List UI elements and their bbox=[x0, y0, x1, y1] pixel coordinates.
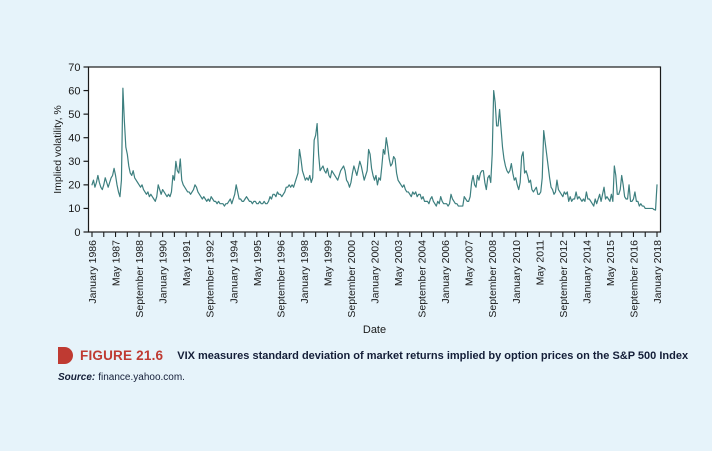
y-tick-label: 0 bbox=[74, 227, 80, 239]
x-tick-label: January 1990 bbox=[158, 240, 170, 304]
x-tick-label: September 1992 bbox=[205, 240, 217, 318]
x-tick-label: January 2002 bbox=[370, 240, 382, 304]
y-tick-label: 30 bbox=[68, 156, 80, 168]
source-prefix: Source: bbox=[58, 372, 96, 383]
y-tick-label: 20 bbox=[68, 180, 80, 192]
x-tick-label: January 1998 bbox=[299, 240, 311, 304]
x-tick-label: September 1988 bbox=[134, 240, 146, 318]
x-tick-label: May 1999 bbox=[322, 240, 334, 286]
x-tick-label: May 1987 bbox=[111, 240, 123, 286]
figure-marker-icon bbox=[58, 347, 73, 364]
x-tick-label: September 2012 bbox=[558, 240, 570, 318]
x-tick-label: May 2003 bbox=[393, 240, 405, 286]
x-axis-title: Date bbox=[363, 324, 386, 336]
source-line: Source: finance.yahoo.com. bbox=[58, 372, 185, 383]
x-tick-label: September 2016 bbox=[628, 240, 640, 318]
y-tick-label: 40 bbox=[68, 133, 80, 145]
figure-caption: FIGURE 21.6 VIX measures standard deviat… bbox=[58, 347, 698, 364]
x-tick-label: May 2015 bbox=[605, 240, 617, 286]
figure-number-label: FIGURE 21.6 bbox=[80, 348, 164, 363]
x-tick-label: September 2004 bbox=[417, 240, 429, 318]
x-tick-label: January 2014 bbox=[581, 240, 593, 304]
x-tick-label: September 2008 bbox=[487, 240, 499, 318]
y-tick-label: 50 bbox=[68, 109, 80, 121]
y-tick-label: 60 bbox=[68, 85, 80, 97]
x-tick-label: January 1986 bbox=[87, 240, 99, 304]
x-tick-label: May 2007 bbox=[464, 240, 476, 286]
x-tick-label: January 1994 bbox=[228, 240, 240, 304]
x-tick-label: January 2010 bbox=[511, 240, 523, 304]
vix-line-chart: 0 10 20 30 40 50 60 70 January 1986 May 1987 Septe… bbox=[52, 62, 664, 336]
x-tick-label: May 2011 bbox=[534, 240, 546, 285]
y-tick-label: 70 bbox=[68, 62, 80, 74]
source-text: finance.yahoo.com. bbox=[98, 372, 185, 383]
vix-chart-container: 0 10 20 30 40 50 60 70 January 1986 May 1987 Septe… bbox=[52, 62, 664, 336]
y-axis-title: Implied volatility, % bbox=[52, 105, 64, 194]
plot-area bbox=[87, 66, 662, 233]
x-tick-label: January 2006 bbox=[440, 240, 452, 304]
x-tick-label: May 1991 bbox=[181, 240, 193, 286]
x-tick-label: January 2018 bbox=[652, 240, 664, 304]
y-tick-label: 10 bbox=[68, 203, 80, 215]
x-tick-label: May 1995 bbox=[252, 240, 264, 286]
x-tick-label: September 2000 bbox=[346, 240, 358, 318]
vix-series-line bbox=[91, 87, 658, 211]
x-tick-label: September 1996 bbox=[275, 240, 287, 318]
figure-caption-text: VIX measures standard deviation of marke… bbox=[177, 349, 689, 362]
